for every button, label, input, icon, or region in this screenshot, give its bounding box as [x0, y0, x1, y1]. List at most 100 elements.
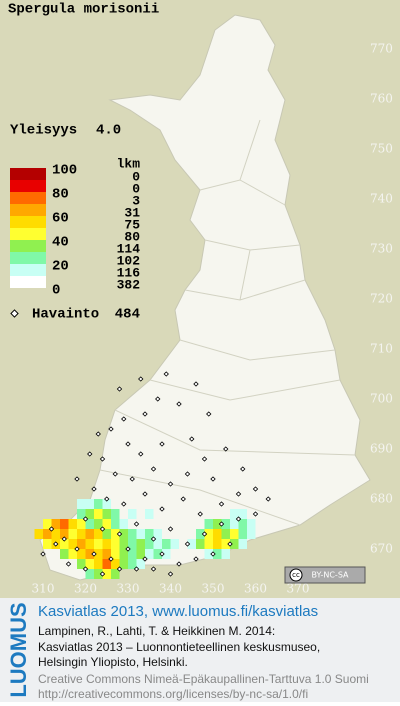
legend-swatch [10, 276, 46, 288]
grid-cell [238, 519, 247, 529]
observation [91, 551, 97, 557]
grid-cell [94, 519, 103, 529]
grid-cell [77, 519, 86, 529]
grid-cell [94, 539, 103, 549]
grid-cell [221, 529, 230, 539]
grid-cell [77, 499, 86, 509]
grid-cell [94, 549, 103, 559]
grid-cell [204, 539, 213, 549]
grid-cell [196, 529, 205, 539]
legend-swatch [10, 252, 46, 264]
x-tick-label: 320 [74, 582, 97, 596]
grid-cell [77, 539, 86, 549]
observation [180, 496, 186, 502]
legend-swatch [10, 204, 46, 216]
grid-cell [238, 539, 247, 549]
grid-cell [85, 539, 94, 549]
x-tick-label: 340 [159, 582, 182, 596]
grid-cell [102, 549, 111, 559]
observation [138, 451, 144, 457]
grid-cell [204, 549, 213, 559]
observation [87, 451, 93, 457]
grid-cell [247, 519, 256, 529]
legend-swatch [10, 216, 46, 228]
citation: Helsingin Yliopisto, Helsinki. [38, 655, 188, 669]
grid-cell [85, 499, 94, 509]
grid-cell [162, 549, 171, 559]
observation [235, 491, 242, 497]
grid-cell [136, 559, 145, 569]
grid-cell [51, 519, 60, 529]
legend-count: 116 [117, 265, 141, 280]
legend-count: 31 [124, 205, 140, 220]
grid-cell [204, 529, 213, 539]
grid-cell [94, 569, 103, 579]
y-tick-label: 690 [370, 442, 393, 456]
observation [201, 531, 208, 537]
y-tick-label: 710 [370, 342, 393, 356]
badge-icon [289, 568, 303, 582]
grid-cell [60, 549, 69, 559]
observation [227, 541, 233, 547]
observation [240, 466, 246, 472]
title: Spergula morisonii [8, 2, 159, 18]
y-tick-label: 760 [370, 92, 393, 106]
citation: Kasviatlas 2013 – Luonnontieteellinen ke… [38, 640, 320, 654]
grid-cell [128, 539, 137, 549]
observation [235, 516, 242, 522]
count-header: lkm [117, 156, 141, 171]
grid-cell [111, 539, 120, 549]
x-tick-label: 330 [117, 582, 140, 596]
grid-cell [119, 559, 128, 569]
legend-swatch [10, 264, 46, 276]
y-tick-label: 730 [370, 242, 393, 256]
grid-cell [170, 539, 179, 549]
grid-cell [102, 559, 111, 569]
observation [184, 471, 191, 477]
grid-cell [60, 539, 69, 549]
observation [129, 476, 135, 482]
badge-box [284, 566, 366, 584]
grid-cell [111, 529, 120, 539]
grid-cell [238, 529, 247, 539]
grid-cell [204, 519, 213, 529]
grid-cell [247, 529, 256, 539]
grid-cell [119, 519, 128, 529]
grid-cell [119, 529, 128, 539]
grid-cell [238, 509, 247, 519]
observation [142, 491, 148, 497]
observation [159, 506, 165, 512]
observation-count: 484 [115, 307, 140, 323]
observation [82, 516, 89, 522]
observation [206, 411, 212, 417]
grid-cell [68, 519, 77, 529]
grid-cell [221, 549, 230, 559]
grid-cell [213, 539, 222, 549]
grid-cell [77, 509, 86, 519]
grid-cell [68, 549, 77, 559]
observation [150, 466, 157, 472]
grid-cell [230, 529, 239, 539]
observation [116, 566, 123, 572]
legend-swatch [10, 240, 46, 252]
grid-cell [119, 549, 128, 559]
grid-cell [111, 559, 120, 569]
x-tick-label: 350 [202, 582, 225, 596]
observation [210, 551, 216, 557]
observation [133, 521, 140, 527]
legend-count: 80 [124, 229, 140, 244]
grid-cell [43, 519, 52, 529]
grid-cell [68, 539, 77, 549]
observation [138, 376, 144, 382]
observation [142, 411, 148, 417]
grid-cell [102, 519, 111, 529]
observation [61, 536, 67, 542]
y-tick-label: 740 [370, 192, 393, 206]
observation [167, 526, 174, 532]
observation [108, 556, 114, 562]
observation [53, 541, 59, 547]
license-url: http://creativecommons.org/licenses/by-n… [38, 687, 308, 701]
grid-cell [102, 499, 111, 509]
